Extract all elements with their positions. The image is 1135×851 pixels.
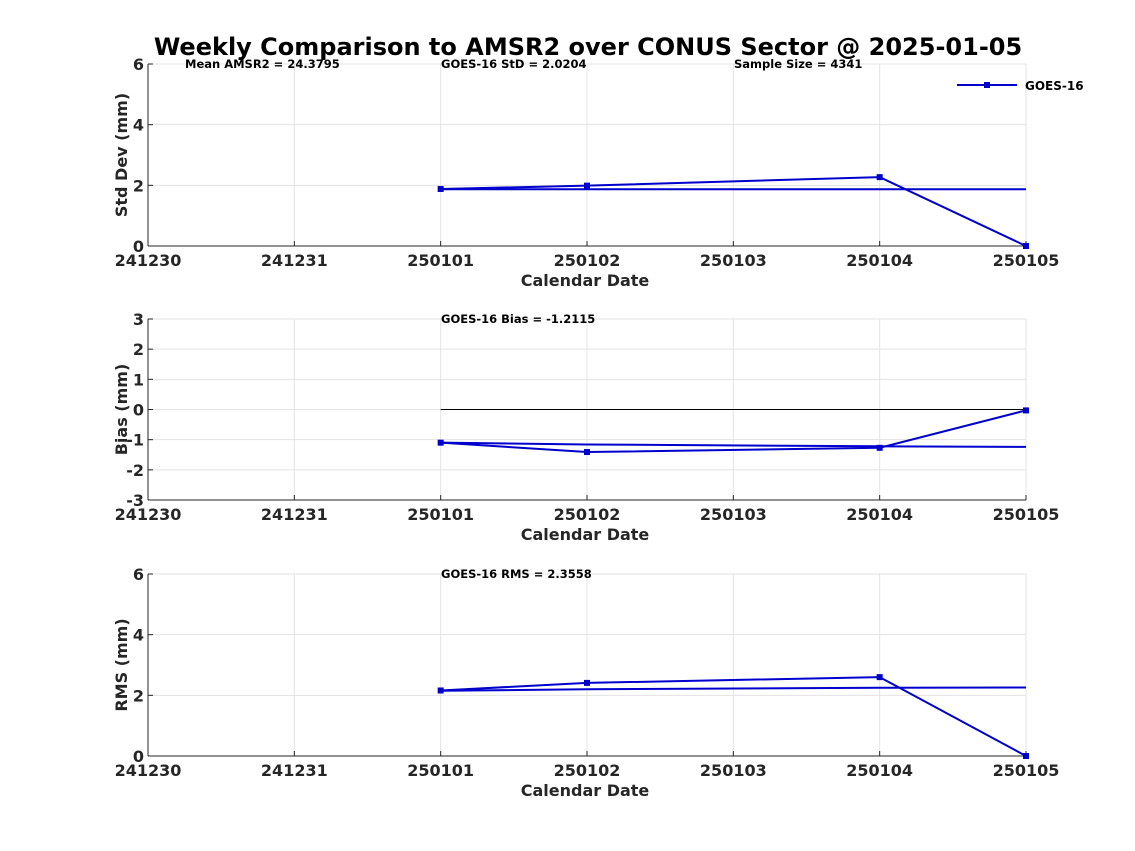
chart-title: Weekly Comparison to AMSR2 over CONUS Se… bbox=[154, 33, 1022, 61]
y-tick-label: 2 bbox=[133, 176, 144, 195]
y-tick-label: -1 bbox=[126, 431, 144, 450]
x-tick-label: 250104 bbox=[846, 251, 913, 270]
y-tick-label: 4 bbox=[133, 116, 144, 135]
panel-bias: 241230 241231 250101 250102 250103 250104 2501… bbox=[112, 310, 1059, 544]
x-axis-label: Calendar Date bbox=[521, 525, 650, 544]
x-tick-label: 250103 bbox=[700, 505, 767, 524]
data-point bbox=[876, 444, 883, 451]
series-line-goes16-reference bbox=[440, 686, 1027, 692]
y-tick-label: 6 bbox=[133, 565, 144, 584]
x-tick-label: 241230 bbox=[115, 505, 182, 524]
data-point bbox=[1023, 753, 1029, 759]
y-tick-label: 6 bbox=[133, 55, 144, 74]
data-point bbox=[1023, 243, 1029, 249]
x-tick-label: 250105 bbox=[993, 505, 1060, 524]
x-axis-label: Calendar Date bbox=[521, 781, 650, 800]
data-point bbox=[876, 674, 883, 681]
data-point bbox=[584, 449, 590, 456]
x-tick-label: 241231 bbox=[261, 761, 328, 780]
x-tick-label: 250102 bbox=[554, 505, 621, 524]
panel-rms: 241230 241231 250101 250102 250103 250104 2501… bbox=[112, 565, 1059, 800]
panel-stddev: 241230 241231 250101 250102 250103 250104 2501… bbox=[112, 55, 1059, 290]
y-tick-label: 2 bbox=[133, 340, 144, 359]
legend: GOES-16 bbox=[957, 79, 1084, 93]
x-tick-label: 250104 bbox=[846, 505, 913, 524]
legend-label: GOES-16 bbox=[1025, 79, 1084, 93]
series-line-goes16 bbox=[440, 176, 1027, 247]
stat-annotation: GOES-16 Bias = -1.2115 bbox=[441, 312, 595, 326]
series-line-goes16 bbox=[440, 409, 1027, 454]
y-tick-label: -2 bbox=[126, 461, 144, 480]
series-line-goes16 bbox=[440, 676, 1027, 757]
chart-panels: 241230 241231 250101 250102 250103 250104 2501… bbox=[112, 55, 1059, 800]
y-axis-label: Bias (mm) bbox=[112, 364, 131, 456]
y-tick-label: 1 bbox=[133, 370, 144, 389]
x-tick-label: 250102 bbox=[554, 251, 621, 270]
x-tick-label: 250105 bbox=[993, 761, 1060, 780]
x-tick-label: 241231 bbox=[261, 251, 328, 270]
x-tick-label: 241230 bbox=[115, 761, 182, 780]
y-tick-label: 3 bbox=[133, 310, 144, 329]
x-tick-label: 250101 bbox=[407, 251, 474, 270]
y-tick-label: 0 bbox=[133, 747, 144, 766]
stat-annotation: Mean AMSR2 = 24.3795 bbox=[185, 57, 340, 71]
x-tick-label: 250101 bbox=[407, 505, 474, 524]
stat-annotation: GOES-16 StD = 2.0204 bbox=[441, 57, 586, 71]
stat-annotation: GOES-16 RMS = 2.3558 bbox=[441, 567, 592, 581]
x-tick-label: 250105 bbox=[993, 251, 1060, 270]
legend-marker bbox=[984, 82, 990, 88]
x-tick-label: 241230 bbox=[115, 251, 182, 270]
y-tick-label: 4 bbox=[133, 626, 144, 645]
data-point bbox=[1023, 407, 1029, 414]
x-tick-label: 250103 bbox=[700, 761, 767, 780]
series-line-goes16-reference bbox=[440, 441, 1027, 448]
y-axis-label: RMS (mm) bbox=[112, 618, 131, 711]
data-point bbox=[584, 679, 590, 686]
data-point bbox=[584, 182, 590, 189]
x-tick-label: 241231 bbox=[261, 505, 328, 524]
y-tick-label: 2 bbox=[133, 686, 144, 705]
data-point bbox=[876, 174, 883, 181]
x-tick-label: 250101 bbox=[407, 761, 474, 780]
x-tick-label: 250103 bbox=[700, 251, 767, 270]
x-tick-label: 250102 bbox=[554, 761, 621, 780]
y-axis-label: Std Dev (mm) bbox=[112, 93, 131, 217]
x-axis-label: Calendar Date bbox=[521, 271, 650, 290]
y-tick-label: 0 bbox=[133, 401, 144, 420]
stat-annotation: Sample Size = 4341 bbox=[734, 57, 862, 71]
y-tick-label: -3 bbox=[126, 491, 144, 510]
y-tick-label: 0 bbox=[133, 237, 144, 256]
x-tick-label: 250104 bbox=[846, 761, 913, 780]
